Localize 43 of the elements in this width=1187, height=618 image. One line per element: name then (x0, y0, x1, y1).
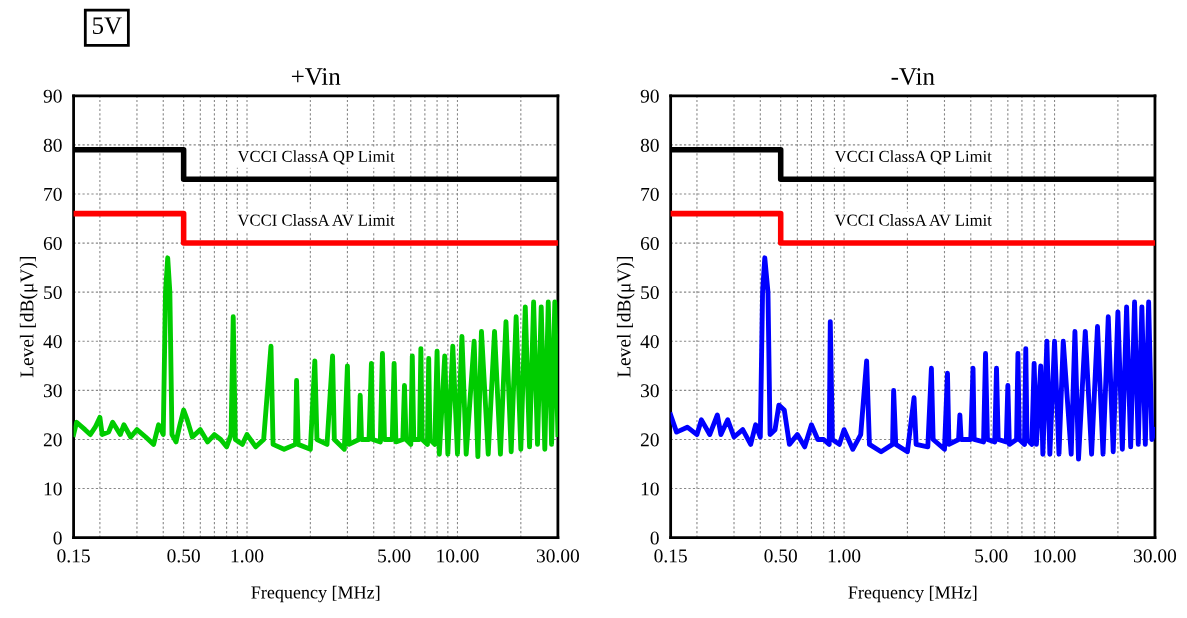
x-tick-label: 10.00 (1034, 549, 1076, 563)
x-tick-label: 0.50 (167, 549, 200, 563)
y-tick-label: 0 (53, 531, 62, 545)
x-tick-label: 0.15 (654, 549, 687, 563)
y-tick-label: 70 (641, 187, 659, 201)
x-axis-title: Frequency [MHz] (848, 585, 977, 603)
y-tick-label: 80 (640, 138, 659, 152)
x-tick-label: 5.00 (378, 549, 411, 563)
y-tick-label: 90 (43, 89, 62, 103)
series-label: VCCI ClassA AV Limit (834, 214, 992, 226)
y-tick-label: 80 (43, 138, 62, 152)
x-axis-title: Frequency [MHz] (251, 585, 380, 603)
series-label: VCCI ClassA QP Limit (834, 150, 992, 165)
x-tick-label: 30.00 (1134, 549, 1177, 563)
y-axis-title: Level [dB(μV)] (616, 257, 635, 378)
y-tick-label: 60 (640, 236, 659, 251)
y-tick-label: 30 (43, 384, 62, 398)
y-tick-label: 10 (44, 482, 62, 496)
y-tick-label: 20 (43, 433, 62, 447)
x-tick-label: 30.00 (536, 549, 580, 563)
x-tick-label: 5.00 (975, 549, 1008, 563)
x-tick-label: 1.00 (828, 549, 861, 563)
y-tick-label: 0 (650, 531, 659, 545)
y-tick-label: 50 (44, 285, 62, 300)
x-tick-label: 1.00 (231, 549, 264, 563)
y-tick-label: 90 (640, 89, 659, 103)
y-tick-label: 40 (640, 335, 659, 349)
y-tick-label: 30 (641, 384, 659, 398)
y-tick-label: 50 (641, 285, 659, 300)
y-tick-label: 10 (641, 482, 659, 496)
y-tick-label: 60 (43, 236, 62, 251)
x-tick-label: 0.15 (57, 549, 90, 563)
text: 5V (93, 17, 122, 35)
series-label: VCCI ClassA AV Limit (237, 214, 395, 226)
x-tick-label: 0.50 (764, 549, 797, 563)
y-tick-label: 40 (43, 335, 62, 349)
series-label: VCCI ClassA QP Limit (237, 150, 395, 165)
x-tick-label: 10.00 (437, 549, 479, 563)
y-axis-title: Level [dB(μV)] (19, 257, 38, 378)
y-tick-label: 20 (640, 433, 659, 447)
chart-title: -Vin (891, 68, 935, 86)
y-tick-label: 70 (44, 187, 62, 201)
chart-title: +Vin (291, 68, 341, 86)
